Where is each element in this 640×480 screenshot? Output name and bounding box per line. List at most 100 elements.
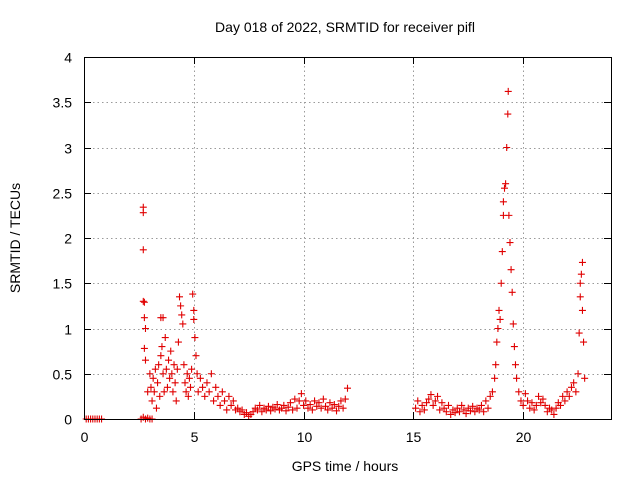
data-point: [576, 279, 584, 287]
data-point: [159, 314, 167, 322]
data-point: [300, 401, 308, 409]
data-point: [503, 144, 511, 151]
data-point: [158, 343, 166, 351]
data-point: [445, 401, 453, 409]
data-point: [190, 306, 198, 314]
data-point: [575, 329, 583, 337]
data-point: [225, 392, 233, 400]
data-point: [148, 397, 156, 405]
data-point: [543, 408, 551, 416]
data-point: [335, 402, 343, 410]
data-point: [193, 370, 201, 378]
data-point: [178, 311, 186, 319]
data-point: [330, 401, 338, 409]
data-point: [229, 397, 237, 405]
data-point: [308, 406, 316, 414]
data-point: [214, 392, 222, 400]
axis-ticks: [84, 57, 611, 420]
y-tick-label: 2.5: [53, 186, 73, 202]
data-point: [326, 399, 334, 407]
data-point: [161, 334, 169, 342]
data-point: [144, 388, 152, 396]
y-tick-label: 0: [64, 412, 72, 428]
y-axis-label: SRMTID / TECUs: [7, 183, 23, 293]
data-point: [462, 410, 470, 418]
data-point: [471, 408, 479, 416]
data-point: [429, 401, 437, 409]
data-point: [570, 379, 578, 387]
data-point: [498, 248, 506, 256]
data-point: [159, 370, 167, 378]
data-point: [188, 365, 196, 373]
data-point: [185, 374, 193, 382]
data-point: [156, 392, 164, 400]
data-point: [289, 406, 297, 414]
data-point: [203, 379, 211, 387]
data-point: [295, 397, 303, 405]
data-point: [425, 395, 433, 403]
data-point: [291, 395, 299, 403]
data-point: [149, 374, 157, 382]
data-point: [306, 401, 314, 409]
data-point: [154, 379, 162, 387]
y-tick-label: 3.5: [53, 95, 73, 111]
x-tick-label: 15: [406, 429, 422, 445]
data-point: [511, 361, 519, 369]
data-point: [167, 347, 175, 355]
data-point: [210, 397, 218, 405]
data-point: [460, 406, 468, 414]
data-point: [171, 379, 179, 387]
data-point: [194, 388, 202, 396]
data-point: [501, 184, 509, 192]
data-point: [488, 388, 496, 396]
data-point: [262, 406, 270, 414]
data-point: [482, 397, 490, 405]
data-point: [455, 408, 463, 416]
data-point: [253, 406, 261, 414]
data-point: [492, 361, 500, 369]
data-point: [434, 392, 442, 400]
data-point: [315, 399, 323, 407]
data-point: [567, 383, 575, 391]
data-point: [550, 410, 558, 418]
data-point: [179, 320, 187, 328]
data-point: [146, 370, 154, 378]
data-point: [494, 325, 502, 332]
data-point: [201, 392, 209, 400]
data-point: [163, 383, 171, 391]
data-point: [180, 361, 188, 369]
data-point: [458, 401, 466, 409]
data-point: [140, 298, 148, 306]
data-point: [286, 399, 294, 407]
data-point: [186, 383, 194, 391]
data-point: [238, 406, 246, 414]
data-point: [506, 239, 514, 247]
data-point: [205, 388, 213, 396]
data-point: [466, 407, 474, 415]
data-point: [420, 406, 428, 414]
data-point: [477, 401, 485, 409]
data-point: [552, 404, 560, 412]
data-point: [221, 397, 229, 405]
data-point: [141, 356, 149, 364]
data-point: [139, 297, 147, 305]
data-point: [341, 395, 349, 403]
data-point: [576, 293, 584, 301]
data-point: [177, 302, 185, 310]
data-point: [423, 399, 431, 407]
data-point: [530, 406, 538, 414]
data-point: [418, 401, 426, 409]
data-point: [271, 405, 279, 413]
x-tick-label: 0: [81, 429, 89, 445]
data-point: [578, 306, 586, 314]
chart-title: Day 018 of 2022, SRMTID for receiver pif…: [215, 19, 475, 35]
data-point: [207, 370, 215, 378]
x-axis-label: GPS time / hours: [292, 458, 399, 474]
data-point: [174, 338, 182, 346]
data-point: [480, 408, 488, 416]
data-point: [513, 374, 521, 382]
data-point: [578, 258, 586, 266]
data-point: [249, 408, 257, 416]
data-point: [173, 365, 181, 373]
